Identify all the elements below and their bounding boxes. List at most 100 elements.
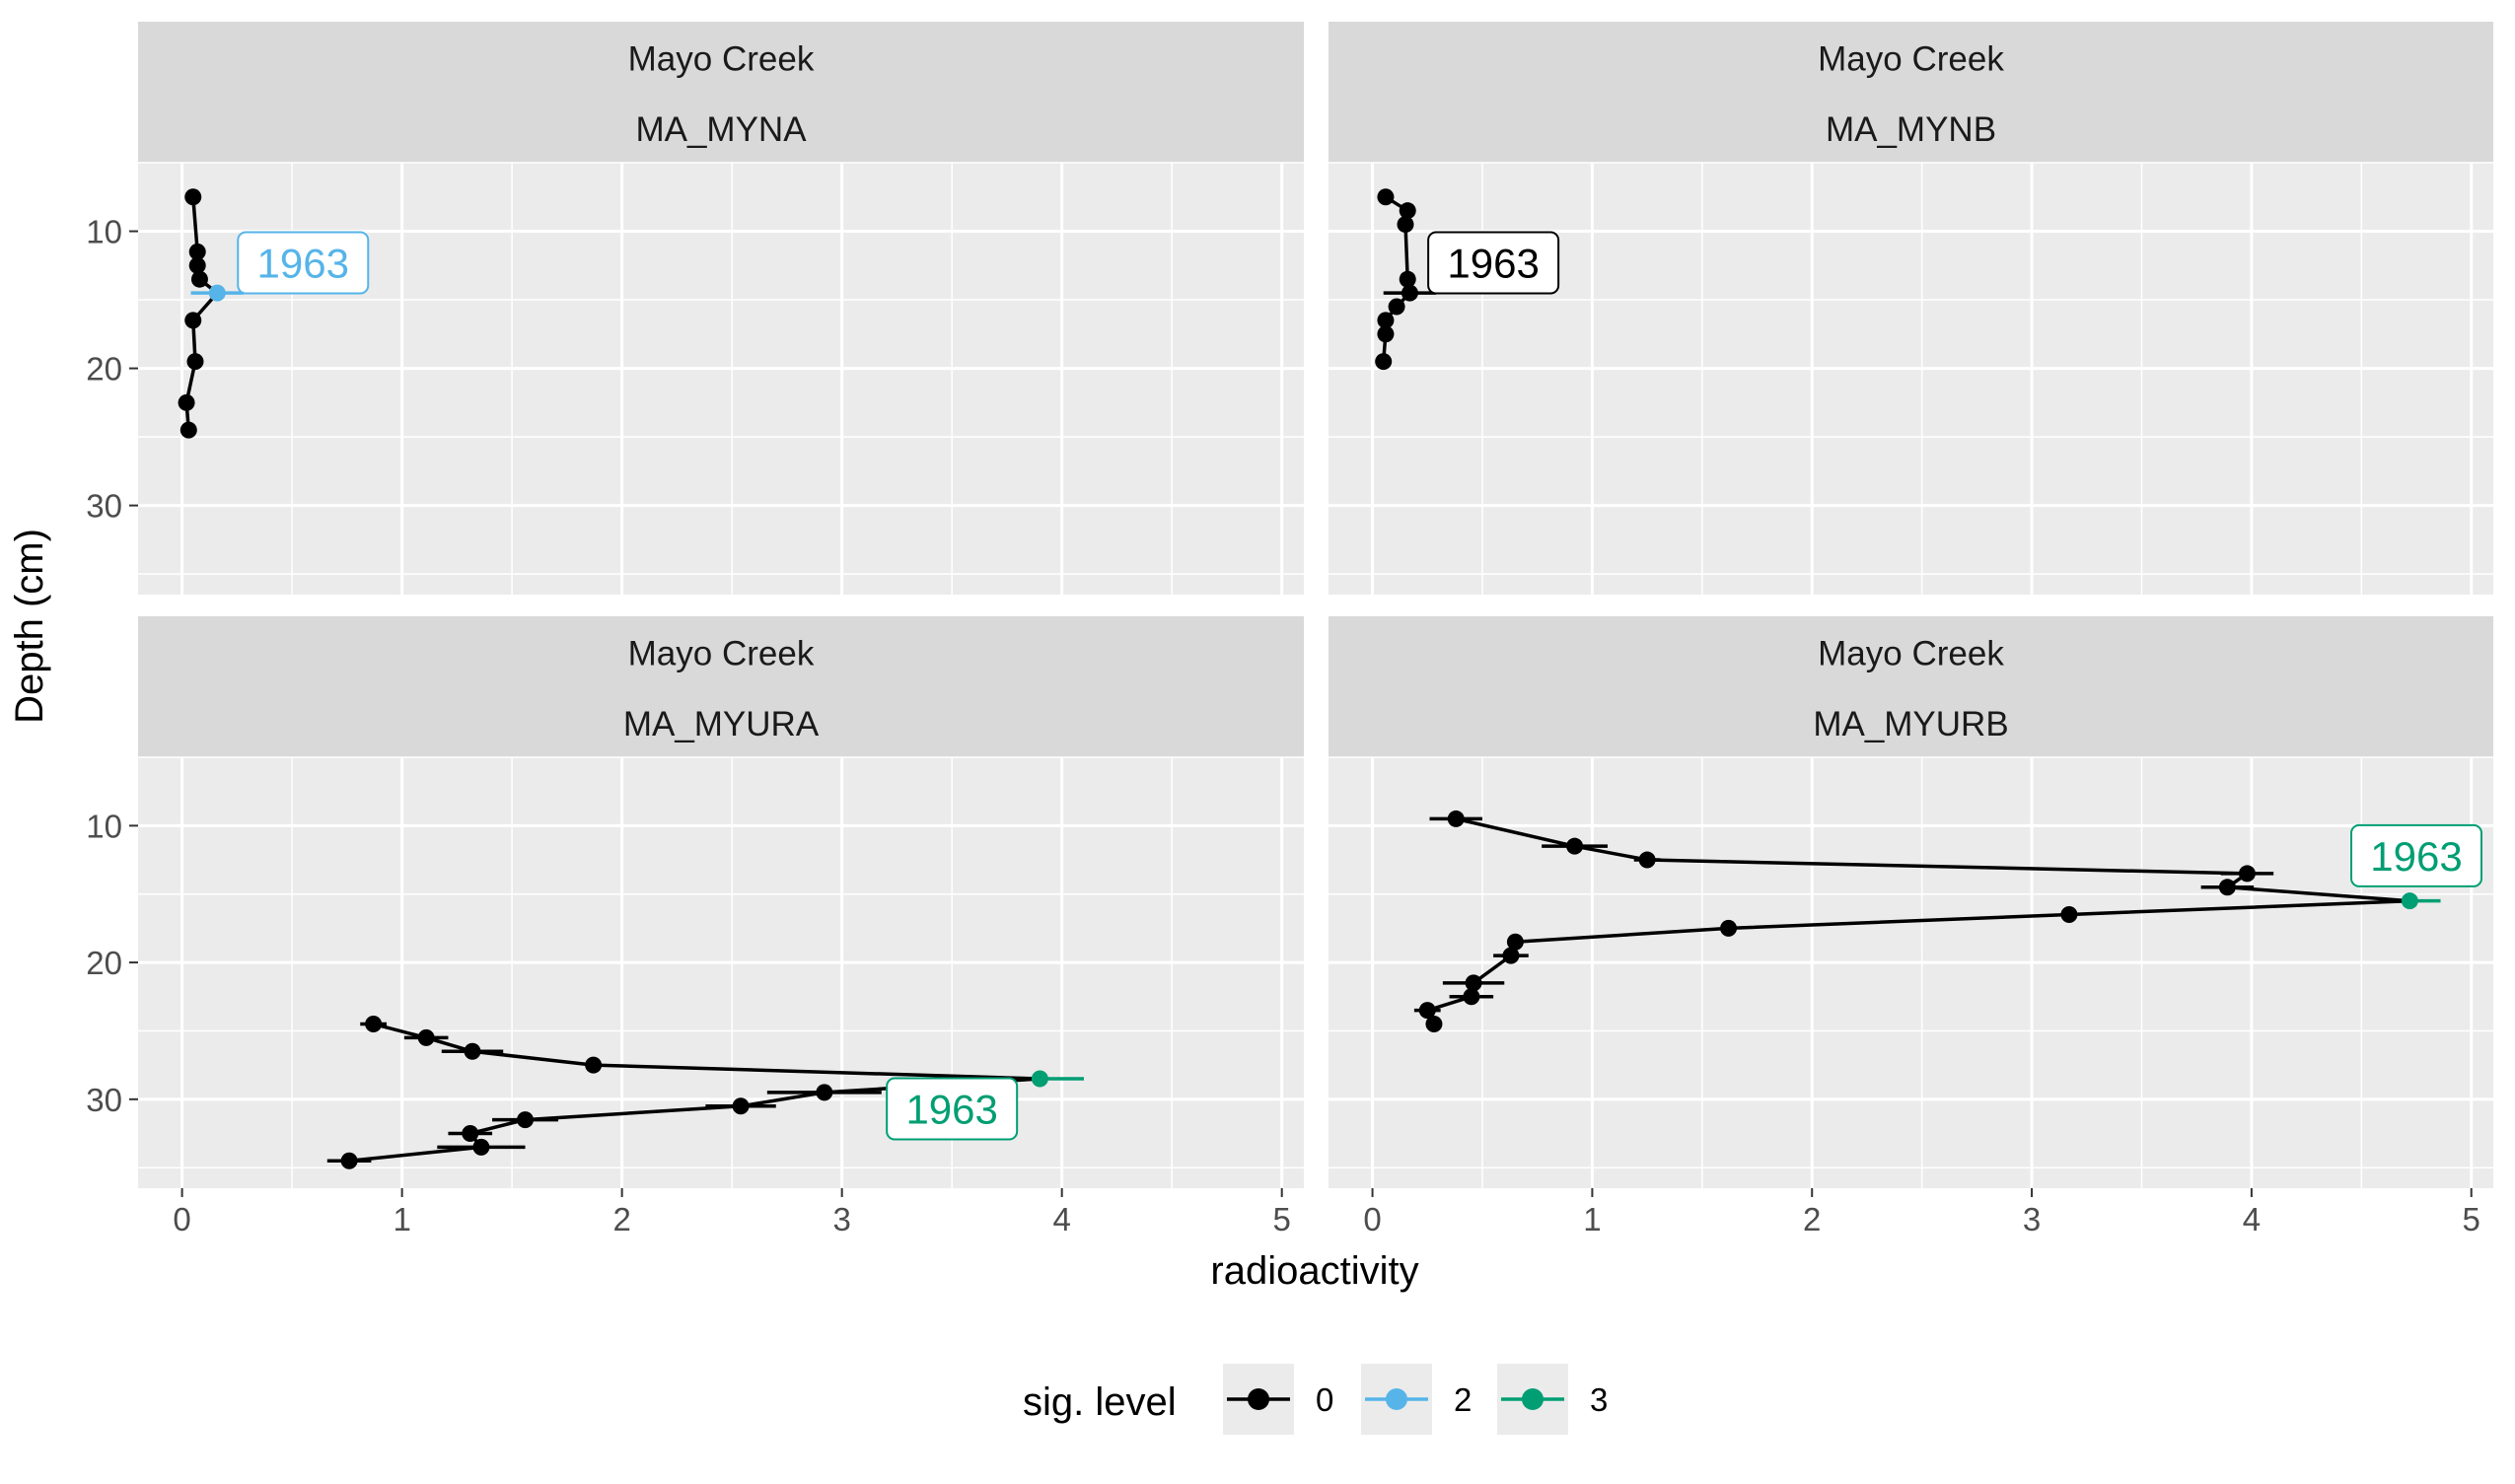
data-point: [180, 421, 197, 439]
legend-key-point: [1248, 1388, 1269, 1410]
data-point: [1566, 837, 1584, 855]
data-point: [1506, 933, 1524, 951]
x-tick-label: 4: [2243, 1201, 2261, 1237]
y-tick-label: 30: [86, 1082, 122, 1118]
data-point: [1388, 298, 1405, 316]
data-point: [1377, 312, 1395, 329]
data-point: [340, 1152, 358, 1169]
strip-label-core: MA_MYNA: [635, 110, 807, 149]
x-axis-label: radioactivity: [1210, 1249, 1418, 1293]
legend-key-point: [1386, 1388, 1407, 1410]
legend-entry-label: 0: [1316, 1381, 1333, 1418]
y-tick-label: 20: [86, 945, 122, 981]
y-tick-label: 20: [86, 351, 122, 388]
x-tick-label: 1: [1583, 1201, 1601, 1237]
x-tick-label: 5: [1273, 1201, 1291, 1237]
strip-label-core: MA_MYURB: [1813, 705, 2008, 743]
panel-1: Mayo Creek MA_MYNA 10 20 30 1963: [86, 22, 1304, 595]
data-point: [517, 1111, 535, 1129]
data-point: [184, 188, 202, 206]
strip-label-site: Mayo Creek: [1818, 635, 2004, 673]
data-point: [1447, 810, 1465, 827]
strip-label-site: Mayo Creek: [1818, 40, 2004, 79]
x-tick-label: 3: [832, 1201, 850, 1237]
data-point: [1502, 947, 1520, 964]
strip-label-core: MA_MYURA: [623, 705, 820, 743]
annotation-box: [237, 231, 370, 295]
panel-background: [1329, 757, 2493, 1188]
strip-top-bg: [1329, 22, 2493, 94]
data-point: [1463, 988, 1480, 1006]
strip-top-bg: [138, 616, 1304, 688]
data-point: [178, 393, 195, 411]
data-point: [188, 256, 206, 274]
x-tick-label: 0: [173, 1201, 190, 1237]
data-point: [1399, 202, 1416, 220]
data-point: [472, 1138, 490, 1156]
strip-label-core: MA_MYNB: [1826, 110, 1996, 149]
y-axis-label: Depth (cm): [8, 529, 51, 724]
data-point: [1375, 353, 1393, 371]
data-point: [208, 284, 226, 302]
annotation-label: 1963: [1447, 241, 1539, 287]
x-tick-label: 3: [2023, 1201, 2041, 1237]
data-point: [1377, 188, 1395, 206]
strip-label-site: Mayo Creek: [628, 635, 815, 673]
legend-key-point: [1522, 1388, 1544, 1410]
data-point: [184, 312, 202, 329]
annotation-label: 1963: [257, 241, 349, 287]
panel-3: Mayo Creek MA_MYURA 0 1 2 3 4 5 10 20 30 1963: [86, 616, 1304, 1237]
strip-bottom-bg: [138, 688, 1304, 757]
panel-background: [1329, 163, 2493, 595]
legend: sig. level 0 2 3: [1023, 1364, 1608, 1435]
data-point: [365, 1016, 383, 1033]
x-tick-label: 2: [612, 1201, 630, 1237]
panel-background: [138, 757, 1304, 1188]
annotation-label: 1963: [2370, 833, 2462, 880]
x-tick-label: 4: [1052, 1201, 1070, 1237]
panel-2: Mayo Creek MA_MYNB 1963: [1329, 22, 2493, 595]
y-tick-label: 10: [86, 214, 122, 250]
data-point: [585, 1056, 603, 1074]
strip-bottom-bg: [1329, 688, 2493, 757]
data-point: [1397, 216, 1414, 234]
y-tick-label: 10: [86, 808, 122, 844]
data-point: [417, 1028, 435, 1046]
data-point: [1425, 1016, 1443, 1033]
data-point: [2401, 892, 2418, 910]
panel-background: [138, 163, 1304, 595]
annotation-label: 1963: [905, 1087, 997, 1133]
data-point: [1418, 1002, 1436, 1020]
data-point: [2060, 906, 2078, 924]
annotation-box: [1427, 231, 1560, 295]
data-point: [2218, 879, 2236, 896]
strip-bottom-bg: [1329, 94, 2493, 163]
data-point: [732, 1097, 750, 1115]
data-point: [1031, 1070, 1048, 1088]
data-point: [462, 1125, 479, 1143]
data-point: [1399, 270, 1416, 288]
strip-bottom-bg: [138, 94, 1304, 163]
data-point: [464, 1042, 481, 1060]
legend-entry-label: 2: [1454, 1381, 1472, 1418]
legend-entry-label: 3: [1590, 1381, 1608, 1418]
annotation-box: [886, 1077, 1019, 1141]
strip-top-bg: [1329, 616, 2493, 688]
data-point: [188, 243, 206, 260]
strip-top-bg: [138, 22, 1304, 94]
data-point: [2238, 865, 2256, 883]
strip-label-site: Mayo Creek: [628, 40, 815, 79]
data-point: [1638, 851, 1656, 869]
x-tick-label: 1: [393, 1201, 410, 1237]
data-point: [1465, 974, 1482, 992]
annotation-box: [2350, 823, 2483, 887]
data-point: [816, 1084, 833, 1101]
data-point: [186, 353, 204, 371]
panel-4: Mayo Creek MA_MYURB 0 1 2 3 4 5 1963: [1329, 616, 2493, 1237]
x-tick-label: 0: [1363, 1201, 1381, 1237]
data-point: [1720, 919, 1738, 937]
legend-title: sig. level: [1023, 1380, 1177, 1424]
